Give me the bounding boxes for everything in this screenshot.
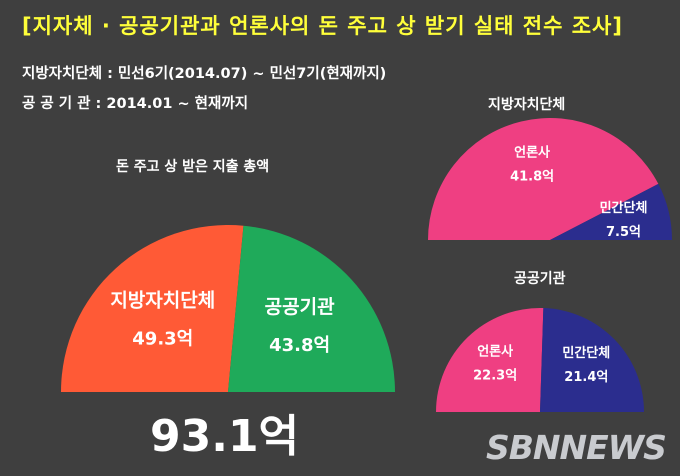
main-slice-1 (228, 225, 396, 392)
watermark-logo: SBNNEWS (486, 428, 667, 467)
local-slice-1-label: 민간단체 (600, 200, 648, 216)
local-slice-1-value: 7.5억 (606, 225, 641, 240)
period-public-inst: 공 공 기 관 : 2014.01 ~ 현재까지 (22, 96, 249, 112)
main-slice-1-label: 공공기관 (265, 296, 335, 318)
period-local-gov: 지방자치단체 : 민선6기(2014.07) ~ 민선7기(현재까지) (22, 66, 387, 82)
local-slice-0-value: 41.8억 (510, 170, 554, 185)
total-amount: 93.1억 (150, 411, 300, 462)
main-slice-0-label: 지방자치단체 (110, 289, 215, 311)
main-slice-1-value: 43.8억 (269, 335, 330, 356)
public-slice-0 (436, 308, 544, 412)
main-slice-0-value: 49.3억 (132, 328, 193, 349)
public-slice-1-value: 21.4억 (564, 370, 608, 385)
page-title: [지자체 · 공공기관과 언론사의 돈 주고 상 받기 실태 전수 조사] (22, 14, 623, 38)
public-slice-0-label: 언론사 (477, 344, 513, 360)
public-slice-1-label: 민간단체 (562, 345, 610, 361)
public-slice-1 (540, 308, 644, 412)
public-slice-0-value: 22.3억 (473, 369, 517, 384)
local-chart-title: 지방자치단체 (488, 97, 566, 113)
local-slice-0-label: 언론사 (514, 145, 550, 161)
main-slice-0 (61, 225, 244, 392)
local-slice-0 (428, 118, 659, 240)
main-chart-title: 돈 주고 상 받은 지출 총액 (116, 159, 270, 175)
public-chart-title: 공공기관 (514, 271, 566, 287)
local-slice-1 (550, 183, 672, 240)
